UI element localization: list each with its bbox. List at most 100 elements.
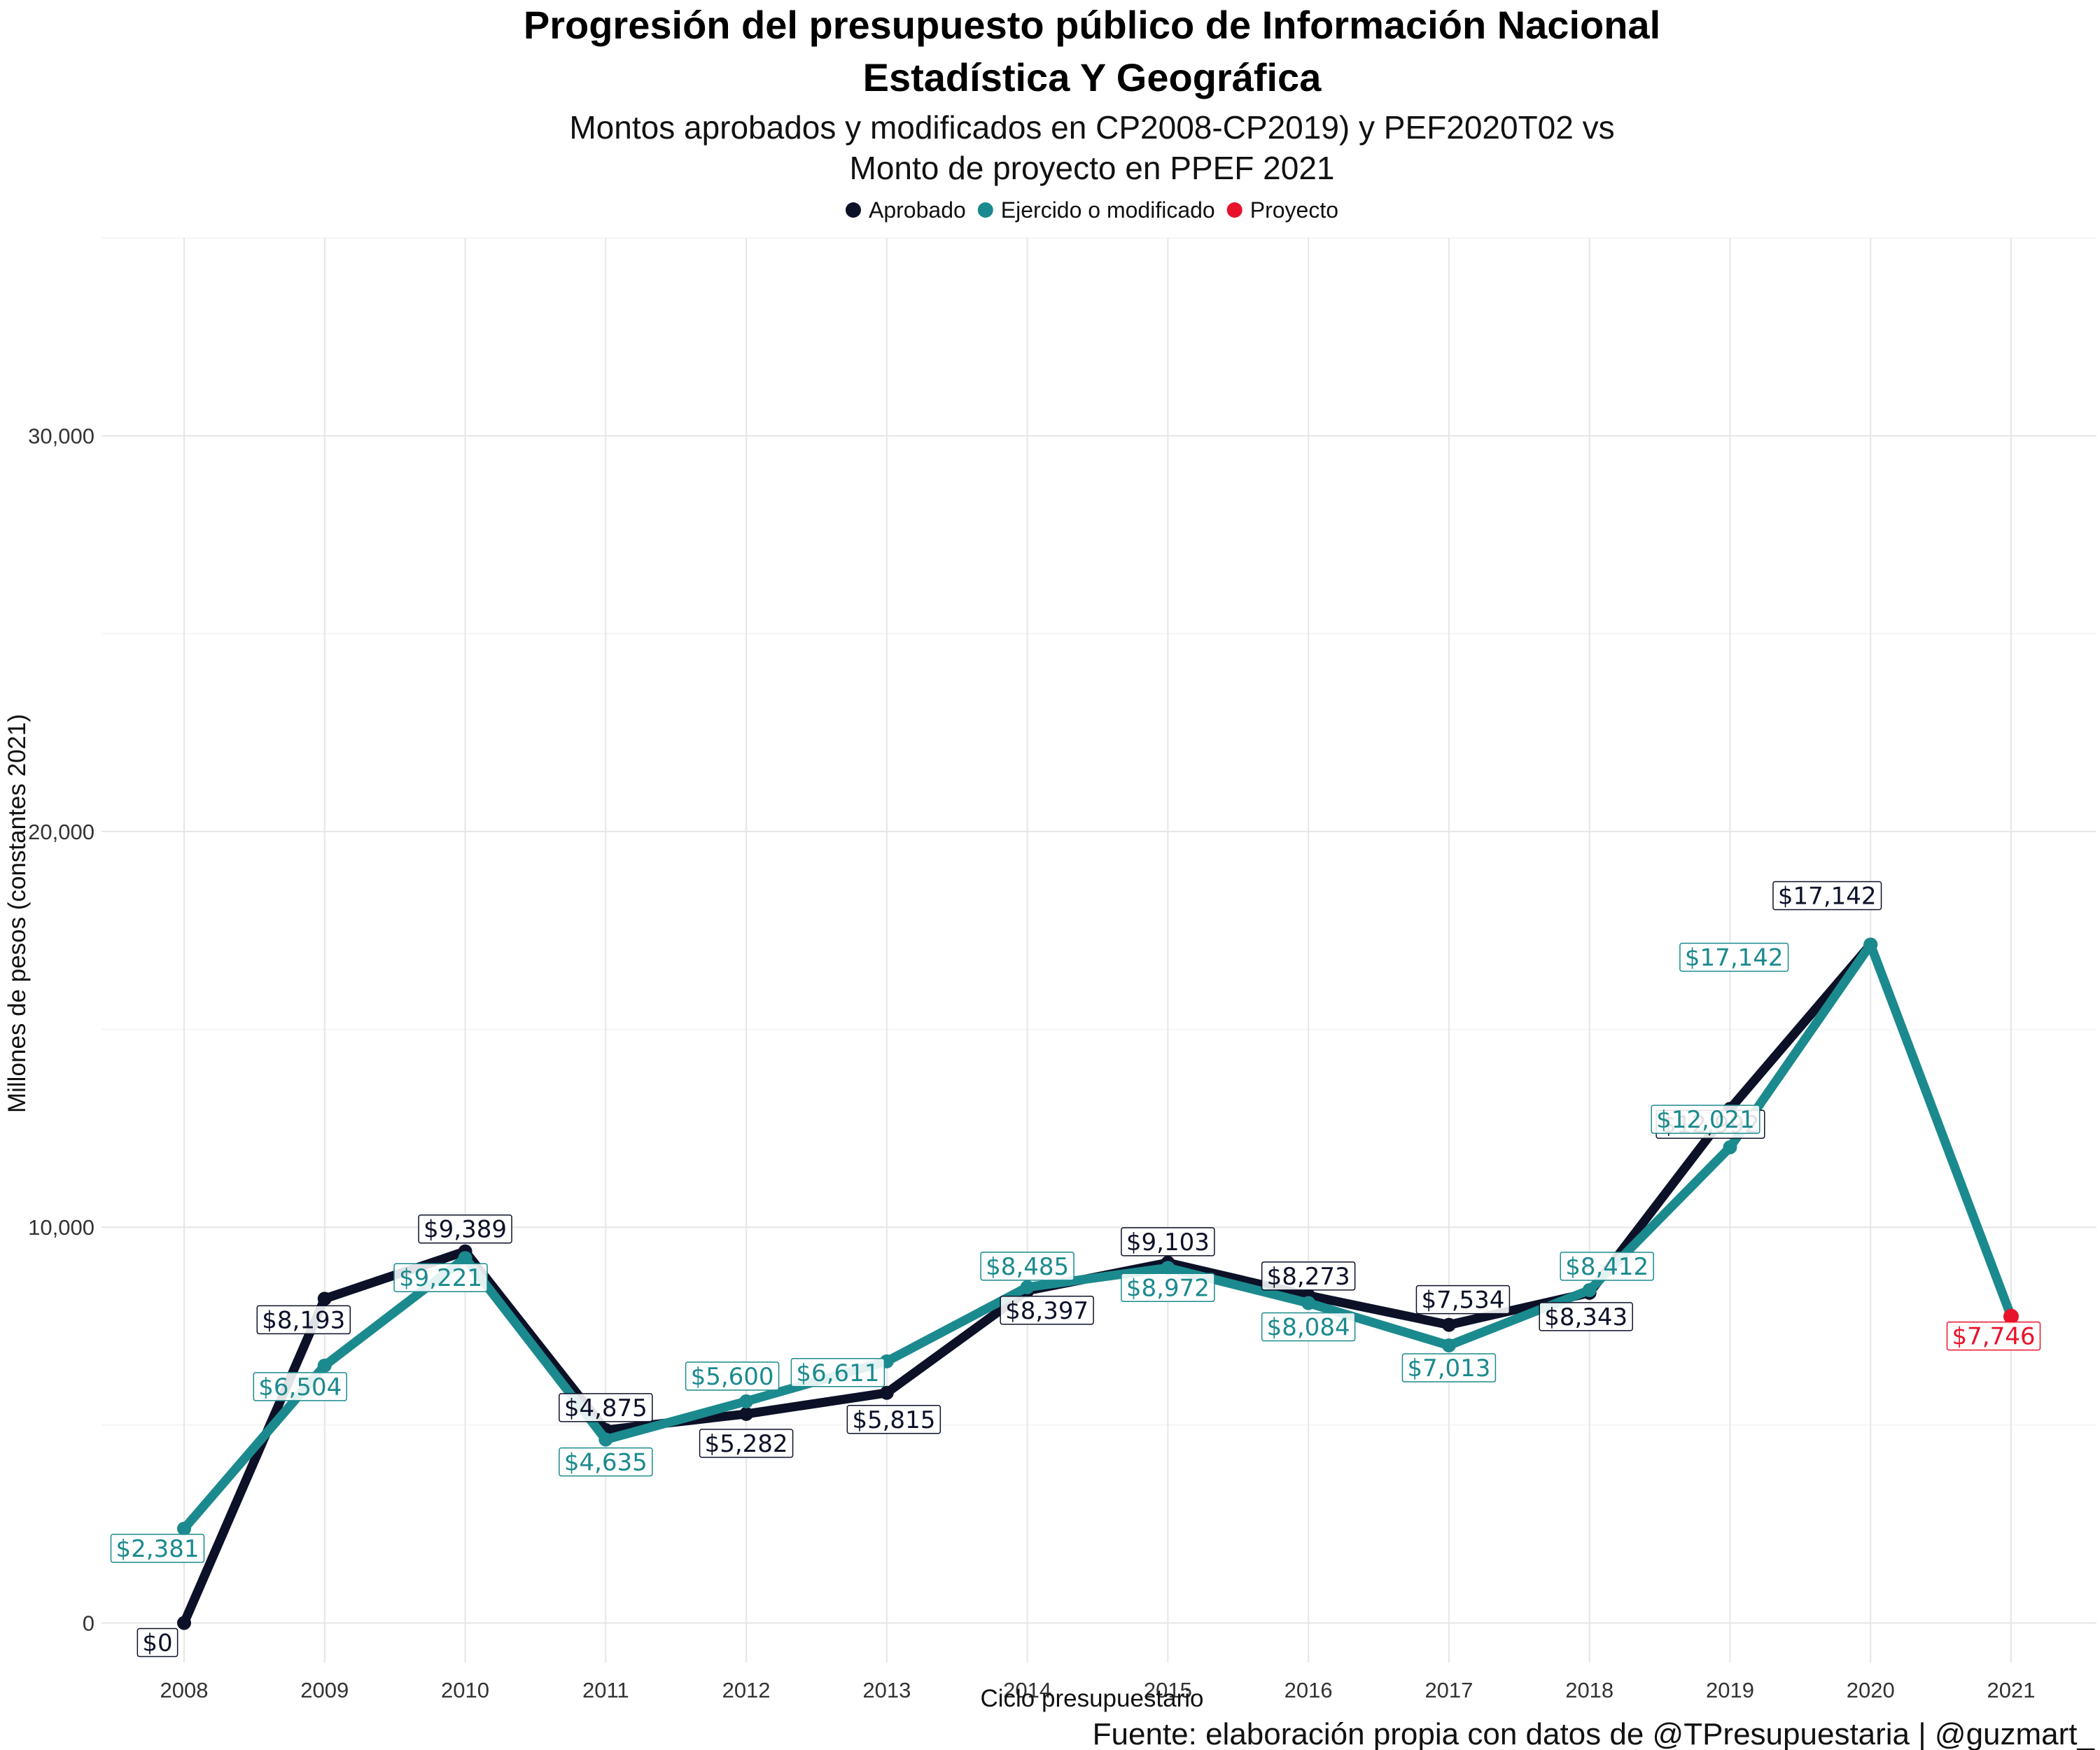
data-label-box — [110, 1534, 205, 1563]
y-tick-label: 0 — [83, 1611, 94, 1635]
data-label-box — [790, 1358, 886, 1387]
series-layer — [177, 937, 2019, 1630]
axes: 0 10,000 20,000 30,000 2008 2009 2010 2011 2012 2… — [28, 424, 2035, 1702]
data-label-aprobado: $0 — [136, 1628, 178, 1658]
data-label-aprobado: $8,343 — [1539, 1302, 1633, 1331]
data-label-ejercido: $8,972 — [1121, 1273, 1215, 1303]
point-ejercido — [1723, 1140, 1737, 1154]
data-label-proyecto: $7,746 — [1946, 1321, 2041, 1351]
data-label-text: $4,635 — [564, 1448, 648, 1476]
data-label-ejercido: $8,412 — [1560, 1252, 1654, 1281]
legend-swatch — [1226, 202, 1242, 218]
data-label-text: $17,142 — [1685, 944, 1784, 972]
data-label-text: $8,193 — [262, 1306, 345, 1334]
data-label-ejercido: $2,381 — [110, 1534, 205, 1563]
x-tick-label: 2021 — [1987, 1678, 2036, 1702]
x-tick-label: 2018 — [1565, 1678, 1614, 1702]
data-label-aprobado: $7,534 — [1415, 1284, 1511, 1315]
data-label-box — [418, 1214, 512, 1244]
x-tick-label: 2012 — [722, 1678, 771, 1702]
data-label-box — [1651, 1105, 1760, 1134]
data-label-text: $6,504 — [258, 1373, 342, 1401]
data-label-box — [699, 1429, 794, 1458]
data-labels: $0 $8,193 $9,389 $4,875 $5,282 $5,815 $8,397 $9… — [110, 881, 2041, 1658]
chart-subtitle-line-2: Monto de proyecto en PPEF 2021 — [850, 150, 1335, 186]
x-tick-label: 2019 — [1706, 1678, 1754, 1702]
x-tick-label: 2009 — [300, 1678, 349, 1702]
data-label-box — [559, 1447, 653, 1477]
x-tick-label: 2013 — [862, 1678, 911, 1702]
point-ejercido — [739, 1394, 754, 1408]
x-tick-label: 2020 — [1847, 1678, 1895, 1702]
data-label-text: $8,273 — [1267, 1263, 1350, 1291]
data-label-box — [1946, 1321, 2041, 1351]
data-label-box — [685, 1362, 780, 1391]
data-label-text: $2,381 — [116, 1535, 200, 1563]
data-label-box — [1772, 881, 1882, 911]
grid — [102, 237, 2096, 1662]
data-label-aprobado: $8,273 — [1261, 1261, 1356, 1291]
point-ejercido — [1441, 1338, 1456, 1353]
chart-title-line-1: Progresión del presupuesto público de In… — [524, 3, 1660, 47]
data-label-text: $9,389 — [424, 1216, 507, 1244]
data-label-ejercido: $7,013 — [1401, 1353, 1497, 1382]
legend-swatch — [977, 202, 993, 218]
point-aprobado — [739, 1406, 754, 1421]
x-axis-title: Ciclo presupuestario — [980, 1685, 1203, 1712]
data-label-text: $4,875 — [564, 1394, 648, 1422]
data-label-ejercido: $6,611 — [790, 1358, 886, 1387]
data-label-text: $8,343 — [1544, 1303, 1628, 1331]
point-aprobado — [1441, 1317, 1456, 1332]
data-label-aprobado: $9,103 — [1121, 1227, 1215, 1256]
data-label-text: $17,142 — [1778, 882, 1877, 910]
data-label-ejercido: $17,142 — [1679, 942, 1789, 972]
x-tick-label: 2017 — [1424, 1678, 1473, 1702]
data-label-aprobado: $9,389 — [418, 1214, 512, 1244]
data-label-aprobado: $17,142 — [1772, 881, 1882, 911]
data-label-ejercido: $8,485 — [980, 1252, 1074, 1281]
series-line-ejercido — [179, 940, 2016, 1534]
data-label-box — [256, 1305, 351, 1335]
data-label-text: $0 — [142, 1629, 172, 1657]
data-label-box — [1401, 1353, 1497, 1382]
data-label-box — [136, 1628, 178, 1658]
data-label-ejercido: $5,600 — [685, 1362, 780, 1391]
data-label-text: $7,534 — [1421, 1287, 1504, 1315]
point-ejercido — [1161, 1261, 1175, 1275]
point-ejercido — [317, 1358, 332, 1373]
data-label-text: $5,815 — [852, 1406, 935, 1434]
data-label-box — [1261, 1312, 1356, 1342]
data-label-ejercido: $12,021 — [1651, 1105, 1760, 1134]
y-tick-label: 20,000 — [28, 820, 94, 844]
data-label-text: $8,084 — [1267, 1314, 1350, 1342]
legend-label: Aprobado — [869, 197, 966, 223]
point-ejercido — [1020, 1280, 1035, 1294]
point-proyecto — [2003, 1308, 2019, 1324]
y-axis-title: Millones de pesos (constantes 2021) — [4, 714, 31, 1113]
point-ejercido — [1582, 1282, 1597, 1297]
data-label-text: $9,221 — [399, 1264, 482, 1292]
chart-subtitle-line-1: Montos aprobados y modificados en CP2008… — [569, 109, 1614, 146]
x-tick-label: 2011 — [582, 1678, 629, 1702]
data-label-text: $5,282 — [705, 1430, 788, 1458]
data-label-text: $12,021 — [1656, 1106, 1755, 1134]
x-tick-label: 2010 — [441, 1678, 489, 1702]
legend: Aprobado Ejercido o modificado Proyecto — [846, 197, 1338, 223]
data-label-ejercido: $4,635 — [559, 1447, 653, 1477]
data-label-text: $6,611 — [796, 1359, 879, 1387]
data-label-box — [1000, 1296, 1094, 1325]
data-label-aprobado: $4,875 — [559, 1393, 653, 1422]
data-label-box — [1121, 1273, 1215, 1303]
source-caption: Fuente: elaboración propia con datos de … — [1093, 1717, 2095, 1750]
data-label-text: $7,013 — [1407, 1354, 1490, 1382]
data-label-text: $8,412 — [1565, 1253, 1648, 1281]
data-label-box — [980, 1252, 1074, 1281]
point-aprobado — [317, 1292, 332, 1306]
data-label-box — [559, 1393, 653, 1422]
x-tick-label: 2014 — [1003, 1678, 1051, 1702]
data-label-box — [1415, 1284, 1511, 1315]
legend-swatch — [846, 202, 861, 218]
data-label-box — [393, 1263, 488, 1292]
point-ejercido — [177, 1521, 191, 1536]
